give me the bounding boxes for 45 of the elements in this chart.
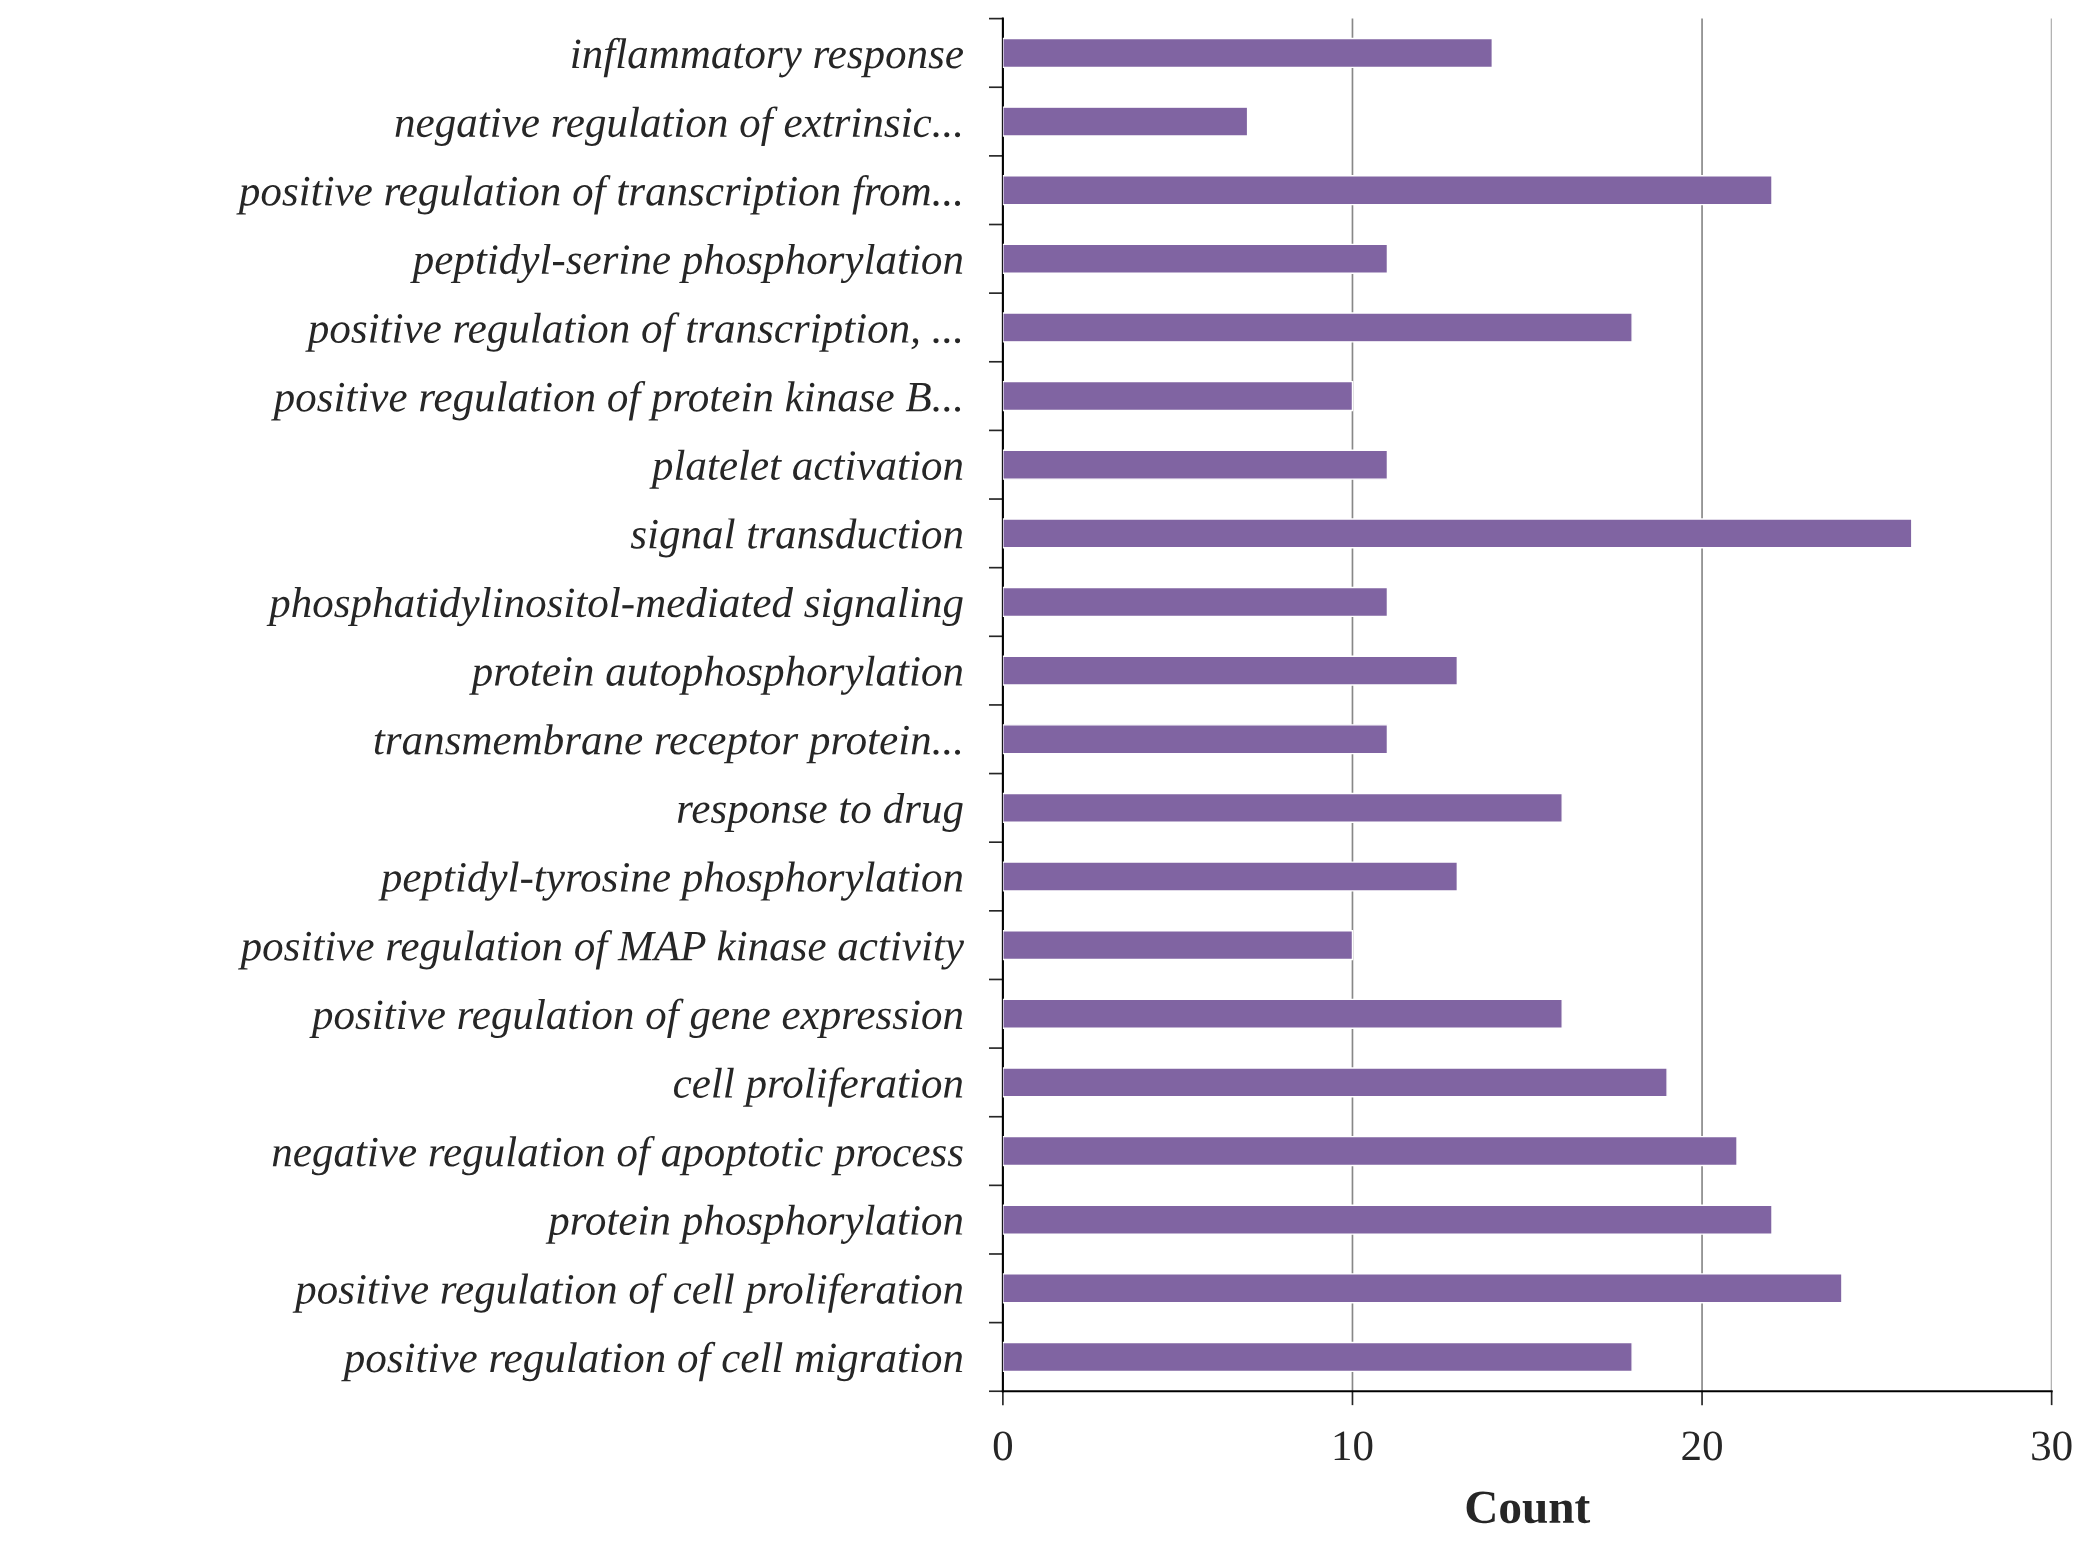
y-tick-label: response to drug — [677, 792, 963, 832]
bar — [1002, 312, 1633, 343]
x-axis-title: Count — [1466, 1491, 1591, 1524]
bar — [1002, 930, 1354, 961]
bar — [1002, 1135, 1738, 1167]
y-tick-label: negative regulation of apoptotic process — [272, 1135, 963, 1176]
x-tick-label: 0 — [993, 1431, 1013, 1461]
y-tick-label: negative regulation of extrinsic... — [395, 106, 961, 146]
bar — [1002, 1067, 1668, 1098]
bar — [1002, 518, 1913, 549]
y-tick-label: positive regulation of transcription, ... — [305, 312, 961, 352]
bar — [1002, 998, 1563, 1029]
x-tick-label: 30 — [2032, 1431, 2072, 1461]
bar — [1002, 175, 1773, 206]
bar — [1002, 792, 1563, 823]
y-tick-label: positive regulation of cell migration — [341, 1341, 963, 1382]
bar — [1002, 380, 1354, 412]
bar — [1002, 724, 1389, 755]
bar — [1002, 1204, 1773, 1235]
bar — [1002, 1341, 1633, 1373]
bar — [1002, 655, 1459, 686]
y-tick-label: transmembrane receptor protein... — [374, 724, 961, 764]
y-tick-label: positive regulation of protein kinase B... — [271, 380, 961, 421]
y-tick-label: positive regulation of cell proliferation — [292, 1273, 963, 1313]
bar — [1002, 1273, 1843, 1304]
bar — [1002, 37, 1493, 69]
x-tick-label: 20 — [1682, 1431, 1722, 1461]
y-tick-label: cell proliferation — [673, 1067, 963, 1107]
y-tick-label: phosphatidylinositol-mediated signaling — [266, 587, 963, 627]
y-tick-label: peptidyl-tyrosine phosphorylation — [378, 861, 963, 901]
bar — [1002, 243, 1389, 274]
y-tick-label: inflammatory response — [572, 37, 964, 78]
y-tick-label: platelet activation — [649, 449, 963, 489]
y-tick-label: positive regulation of MAP kinase activity — [238, 929, 965, 970]
y-tick-label: signal transduction — [630, 518, 963, 558]
bar — [1002, 106, 1249, 137]
x-tick-label: 10 — [1334, 1431, 1373, 1461]
bar — [1002, 586, 1389, 618]
y-tick-label: positive regulation of transcription from... — [236, 175, 961, 215]
bar — [1002, 861, 1459, 892]
y-tick-label: peptidyl-serine phosphorylation — [410, 243, 963, 284]
bar — [1002, 449, 1389, 480]
y-tick-label: protein autophosphorylation — [469, 655, 963, 695]
y-tick-label: protein phosphorylation — [545, 1204, 963, 1244]
y-tick-label: positive regulation of gene expression — [309, 998, 963, 1039]
